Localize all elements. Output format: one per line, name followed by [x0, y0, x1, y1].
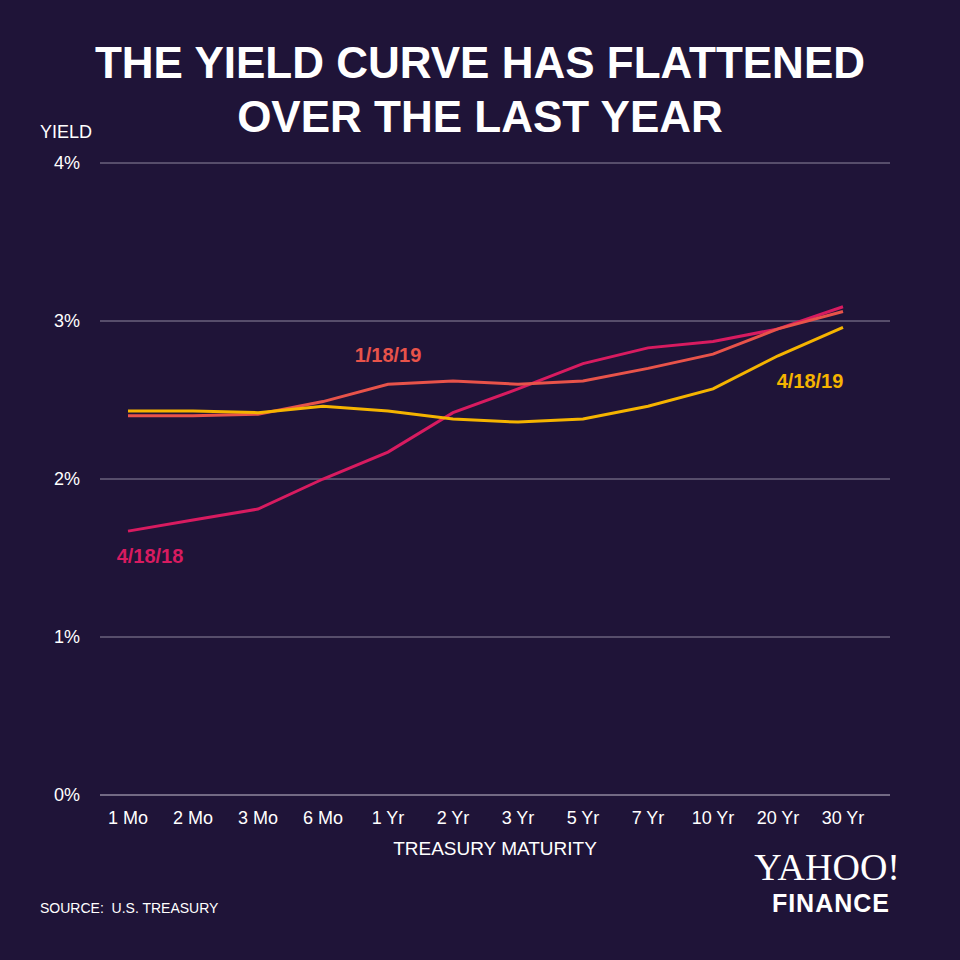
html-text:SOURCE: U.S. TREASURY: SOURCE: U.S. TREASURY — [40, 900, 219, 916]
svg-text:7 Yr: 7 Yr — [632, 808, 665, 828]
svg-text:4%: 4% — [54, 153, 80, 173]
svg-text:5 Yr: 5 Yr — [567, 808, 600, 828]
svg-text:3%: 3% — [54, 311, 80, 331]
svg-text:1/18/19: 1/18/19 — [355, 344, 422, 366]
html-text:THE YIELD CURVE HAS FLATTENED: THE YIELD CURVE HAS FLATTENED OVER THE L… — [95, 38, 865, 141]
html-text:TREASURY MATURITY: TREASURY MATURITY — [393, 838, 597, 859]
svg-text:10 Yr: 10 Yr — [692, 808, 735, 828]
html-text:YIELD: YIELD — [40, 122, 92, 142]
svg-text:20 Yr: 20 Yr — [757, 808, 800, 828]
svg-text:2 Mo: 2 Mo — [173, 808, 213, 828]
svg-text:1%: 1% — [54, 627, 80, 647]
svg-text:3 Mo: 3 Mo — [238, 808, 278, 828]
svg-text:6 Mo: 6 Mo — [303, 808, 343, 828]
svg-text:4/18/18: 4/18/18 — [117, 545, 184, 567]
svg-text:3 Yr: 3 Yr — [502, 808, 535, 828]
svg-text:4/18/19: 4/18/19 — [777, 370, 844, 392]
svg-text:2 Yr: 2 Yr — [437, 808, 470, 828]
svg-text:0%: 0% — [54, 785, 80, 805]
svg-text:2%: 2% — [54, 469, 80, 489]
svg-text:1 Yr: 1 Yr — [372, 808, 405, 828]
html-text:FINANCE: FINANCE — [771, 889, 890, 917]
html-text:YAHOO!: YAHOO! — [754, 846, 900, 888]
svg-text:30 Yr: 30 Yr — [822, 808, 865, 828]
svg-text:1 Mo: 1 Mo — [108, 808, 148, 828]
